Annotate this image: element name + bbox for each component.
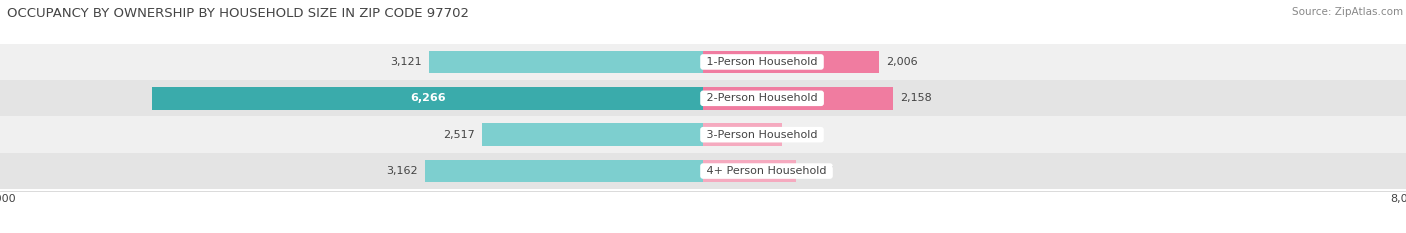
Bar <box>152 87 703 110</box>
Text: 2-Person Household: 2-Person Household <box>703 93 821 103</box>
Bar <box>0 44 1406 80</box>
Text: 2,006: 2,006 <box>886 57 918 67</box>
Text: 3,162: 3,162 <box>387 166 418 176</box>
Bar <box>0 80 1406 116</box>
Text: 4+ Person Household: 4+ Person Household <box>703 166 830 176</box>
Text: 2,158: 2,158 <box>900 93 931 103</box>
Text: OCCUPANCY BY OWNERSHIP BY HOUSEHOLD SIZE IN ZIP CODE 97702: OCCUPANCY BY OWNERSHIP BY HOUSEHOLD SIZE… <box>7 7 470 20</box>
Bar <box>425 160 703 182</box>
Text: 3-Person Household: 3-Person Household <box>703 130 821 140</box>
Bar <box>703 160 796 182</box>
Text: 1,057: 1,057 <box>803 166 835 176</box>
Text: 3,121: 3,121 <box>389 57 422 67</box>
Text: 1-Person Household: 1-Person Household <box>703 57 821 67</box>
Bar <box>429 51 703 73</box>
Bar <box>0 116 1406 153</box>
Text: Source: ZipAtlas.com: Source: ZipAtlas.com <box>1292 7 1403 17</box>
Text: 2,517: 2,517 <box>443 130 475 140</box>
Text: 894: 894 <box>789 130 810 140</box>
Bar <box>703 87 893 110</box>
Bar <box>0 153 1406 189</box>
Bar <box>703 51 879 73</box>
Bar <box>482 123 703 146</box>
Text: 6,266: 6,266 <box>411 93 446 103</box>
Bar <box>703 123 782 146</box>
